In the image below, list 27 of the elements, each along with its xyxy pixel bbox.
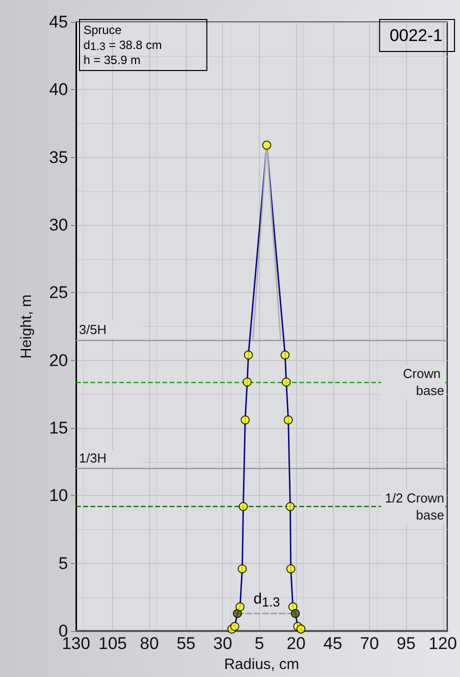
x-tick-label: 80 <box>140 634 159 654</box>
ref-line-label: 1/2 Crown base <box>384 490 444 523</box>
x-tick-label: 45 <box>323 634 342 654</box>
x-tick-label: 30 <box>213 634 232 654</box>
x-axis-title: Radius, cm <box>224 656 300 673</box>
y-tick-label: 25 <box>49 283 68 302</box>
y-tick-label: 30 <box>49 216 68 235</box>
x-tick-label: 20 <box>286 634 306 654</box>
y-tick-label: 20 <box>49 350 68 370</box>
y-axis-title: Height, m <box>18 294 35 359</box>
ref-line-label: 3/5H <box>79 322 106 338</box>
y-tick-label: 40 <box>49 80 68 100</box>
x-tick-label: 70 <box>360 634 379 654</box>
ref-line-label: Crown base <box>403 366 444 398</box>
x-tick-label: 55 <box>176 634 196 654</box>
annotation: 0022-1 <box>390 26 443 45</box>
x-tick-label: 120 <box>428 634 458 654</box>
y-tick-label: 45 <box>49 12 68 32</box>
y-tick-label: 35 <box>49 148 68 167</box>
x-tick-label: 105 <box>98 634 127 654</box>
ref-line-label: 1/3H <box>79 450 106 466</box>
x-tick-label: 95 <box>396 634 416 654</box>
y-tick-label: 10 <box>49 486 68 506</box>
y-tick-label: 15 <box>49 418 68 438</box>
annotation: Spruce d1.3 = 38.8 cm h = 35.9 m <box>84 23 162 67</box>
y-tick-label: 5 <box>58 554 68 573</box>
x-tick-label: 5 <box>254 634 264 654</box>
